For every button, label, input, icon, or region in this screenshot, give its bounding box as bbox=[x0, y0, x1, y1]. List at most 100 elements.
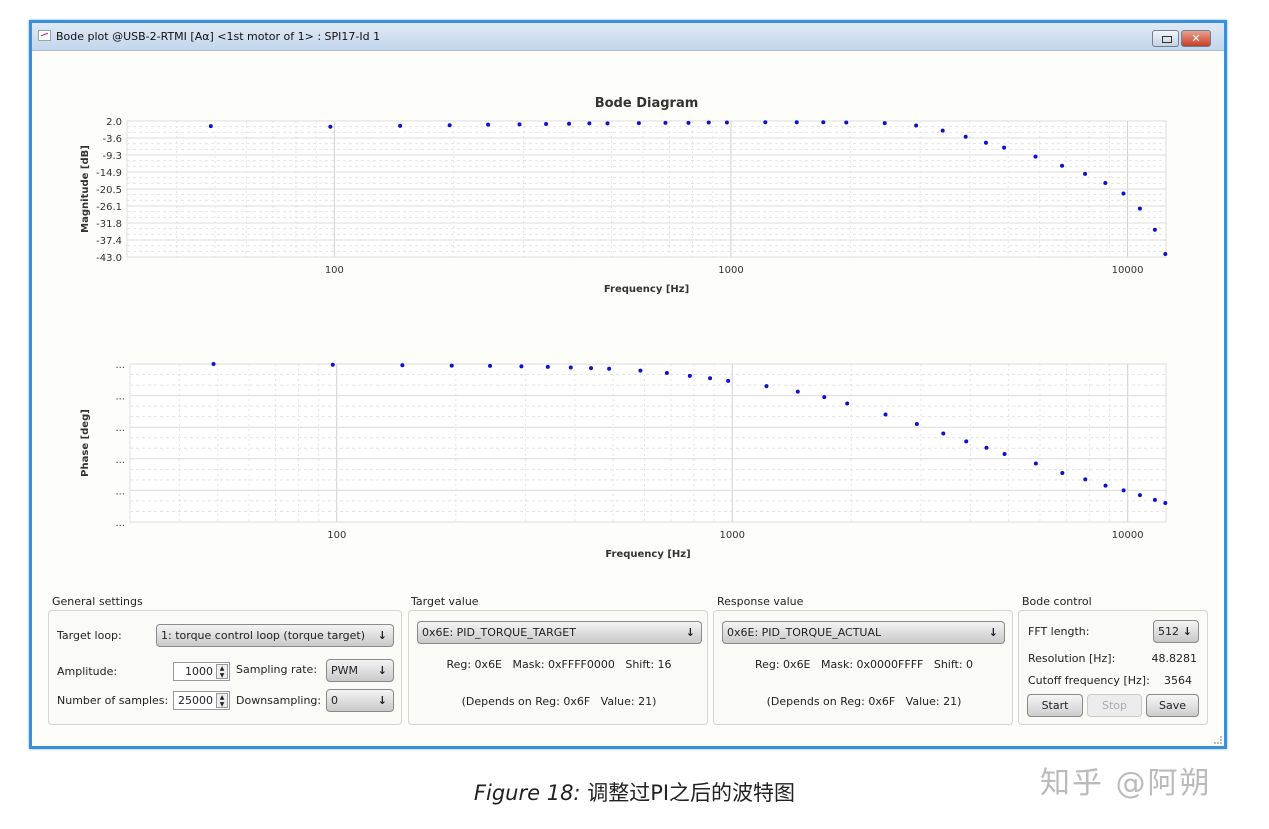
response-register-info: Reg: 0x6E Mask: 0x0000FFFF Shift: 0 bbox=[754, 658, 974, 671]
data-point bbox=[587, 121, 592, 126]
fft-length-select[interactable]: 512 ↓ bbox=[1153, 620, 1199, 643]
data-point bbox=[883, 412, 888, 417]
data-point bbox=[636, 121, 641, 126]
chevron-down-icon: ↓ bbox=[988, 626, 998, 639]
data-point bbox=[708, 376, 713, 381]
data-point bbox=[488, 363, 493, 368]
close-button[interactable]: ✕ bbox=[1181, 30, 1211, 47]
y-tick-label: -20.5 bbox=[96, 185, 122, 196]
target-register-select[interactable]: 0x6E: PID_TORQUE_TARGET ↓ bbox=[417, 621, 702, 644]
sampling-rate-select[interactable]: PWM ↓ bbox=[326, 659, 394, 682]
chevron-down-icon: ↓ bbox=[1182, 625, 1192, 638]
x-tick-label: 10000 bbox=[1112, 265, 1144, 276]
response-depends-info: (Depends on Reg: 0x6F Value: 21) bbox=[766, 695, 962, 708]
target-value-title: Target value bbox=[411, 595, 479, 608]
start-button[interactable]: Start bbox=[1027, 694, 1083, 717]
y-tick-label: -3.6 bbox=[102, 134, 122, 145]
amplitude-spinbox[interactable]: 1000 ▲ ▼ bbox=[173, 662, 230, 681]
data-point bbox=[1103, 483, 1108, 488]
chart-app-icon bbox=[38, 30, 51, 41]
downsampling-value: 0 bbox=[331, 694, 338, 707]
data-point bbox=[983, 140, 988, 145]
chevron-down-icon: ↓ bbox=[377, 664, 387, 677]
cutoff-label: Cutoff frequency [Hz]: bbox=[1028, 674, 1150, 687]
data-point bbox=[844, 120, 849, 125]
data-point bbox=[1163, 251, 1168, 256]
data-point bbox=[1137, 206, 1142, 211]
chevron-down-icon: ↓ bbox=[685, 626, 695, 639]
bode-control-group: FFT length: 512 ↓ Resolution [Hz]: 48.828… bbox=[1018, 610, 1208, 725]
sampling-rate-label: Sampling rate: bbox=[236, 663, 318, 676]
data-point bbox=[1060, 471, 1065, 476]
data-point bbox=[589, 366, 594, 371]
data-point bbox=[763, 120, 768, 125]
general-settings-group: Target loop: 1: torque control loop (tor… bbox=[48, 610, 402, 725]
stop-button[interactable]: Stop bbox=[1087, 694, 1142, 717]
resolution-label: Resolution [Hz]: bbox=[1028, 652, 1116, 665]
amplitude-value: 1000 bbox=[185, 665, 213, 678]
amplitude-label: Amplitude: bbox=[57, 665, 118, 678]
data-point bbox=[1137, 493, 1142, 498]
caption-text: 调整过PI之后的波特图 bbox=[580, 781, 796, 805]
response-register-value: 0x6E: PID_TORQUE_ACTUAL bbox=[727, 626, 882, 639]
data-point bbox=[607, 366, 612, 371]
x-tick-label: 1000 bbox=[718, 265, 743, 276]
y-tick-label: -26.1 bbox=[96, 202, 122, 213]
samples-spinbox[interactable]: 25000 ▲ ▼ bbox=[173, 691, 230, 710]
data-point bbox=[821, 120, 826, 125]
target-value-group: 0x6E: PID_TORQUE_TARGET ↓ Reg: 0x6E Mask:… bbox=[408, 610, 708, 725]
downsampling-select[interactable]: 0 ↓ bbox=[326, 689, 394, 712]
data-point bbox=[486, 122, 491, 127]
target-register-info: Reg: 0x6E Mask: 0xFFFF0000 Shift: 16 bbox=[446, 658, 672, 671]
data-point bbox=[1033, 154, 1038, 159]
response-register-select[interactable]: 0x6E: PID_TORQUE_ACTUAL ↓ bbox=[722, 621, 1005, 644]
y-tick-label: ... bbox=[115, 423, 125, 434]
bode-control-title: Bode control bbox=[1022, 595, 1092, 608]
data-point bbox=[1103, 180, 1108, 185]
data-point bbox=[519, 364, 524, 369]
spin-arrows-icon[interactable]: ▲ ▼ bbox=[216, 693, 228, 708]
data-point bbox=[544, 122, 549, 127]
data-point bbox=[1121, 488, 1126, 493]
data-point bbox=[398, 123, 403, 128]
x-tick-label: 10000 bbox=[1112, 530, 1144, 541]
spin-arrows-icon[interactable]: ▲ ▼ bbox=[216, 664, 228, 679]
data-point bbox=[687, 373, 692, 378]
chevron-down-icon: ↓ bbox=[377, 629, 387, 642]
data-point bbox=[663, 120, 668, 125]
data-point bbox=[984, 445, 989, 450]
data-point bbox=[638, 368, 643, 373]
sampling-rate-value: PWM bbox=[331, 664, 359, 677]
caption-prefix: Figure 18: bbox=[473, 781, 581, 805]
data-point bbox=[330, 362, 335, 367]
target-loop-select[interactable]: 1: torque control loop (torque target) ↓ bbox=[156, 624, 394, 647]
y-tick-label: -14.9 bbox=[96, 168, 122, 179]
general-settings-title: General settings bbox=[52, 595, 143, 608]
data-point bbox=[328, 124, 333, 129]
data-point bbox=[1083, 171, 1088, 176]
y-tick-label: 2.0 bbox=[106, 117, 122, 128]
samples-value: 25000 bbox=[178, 694, 213, 707]
x-tick-label: 100 bbox=[325, 265, 344, 276]
data-point bbox=[211, 362, 216, 366]
figure-caption: Figure 18: 调整过PI之后的波特图 bbox=[0, 777, 1269, 807]
y-tick-label: ... bbox=[115, 518, 125, 529]
data-point bbox=[1152, 227, 1157, 232]
resize-grip[interactable] bbox=[1214, 736, 1222, 744]
data-point bbox=[963, 134, 968, 139]
fft-length-label: FFT length: bbox=[1028, 625, 1090, 638]
data-point bbox=[845, 401, 850, 406]
window-title: Bode plot @USB-2-RTMI [Aα] <1st motor of… bbox=[56, 30, 381, 43]
restore-button[interactable] bbox=[1152, 30, 1179, 47]
chart-title: Bode Diagram bbox=[595, 96, 699, 111]
data-point bbox=[822, 395, 827, 400]
data-point bbox=[706, 120, 711, 125]
title-bar[interactable]: Bode plot @USB-2-RTMI [Aα] <1st motor of… bbox=[32, 23, 1224, 51]
save-button[interactable]: Save bbox=[1146, 694, 1199, 717]
x-axis-label: Frequency [Hz] bbox=[605, 549, 690, 560]
data-point bbox=[1002, 145, 1007, 150]
data-point bbox=[914, 422, 919, 427]
x-tick-label: 100 bbox=[327, 530, 346, 541]
data-point bbox=[914, 123, 919, 128]
x-axis-label: Frequency [Hz] bbox=[604, 284, 689, 295]
